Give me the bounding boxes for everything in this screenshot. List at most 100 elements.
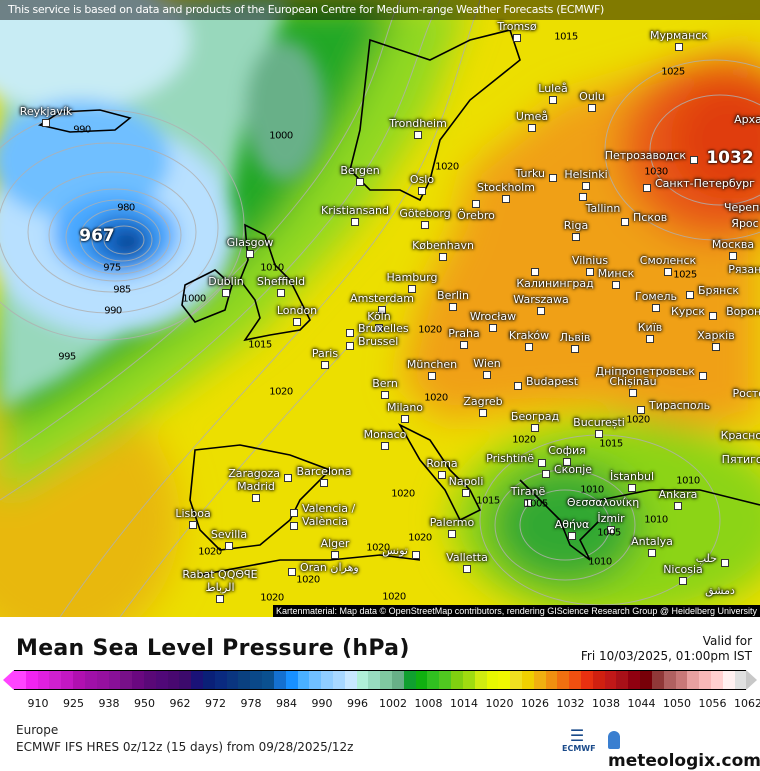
colorbar-swatch (663, 671, 676, 689)
pressure-map[interactable]: This service is based on data and produc… (0, 0, 760, 617)
city-marker (222, 289, 230, 297)
city-marker (472, 200, 480, 208)
city-marker (513, 34, 521, 42)
city-label: Zaragoza (228, 467, 280, 480)
colorbar-swatch (203, 671, 215, 689)
city-marker (414, 131, 422, 139)
city-label: Львів (559, 331, 591, 344)
meteologix-icon (608, 731, 620, 749)
city-marker (321, 361, 329, 369)
city-label: Turku (515, 167, 545, 180)
colorbar-tick-label: 990 (311, 697, 333, 710)
city-marker (284, 474, 292, 482)
colorbar-swatch (392, 671, 404, 689)
city-label: Київ (637, 321, 663, 334)
city-label: Гомель (634, 290, 678, 303)
colorbar-swatch (415, 671, 428, 689)
city-label: Bergen (340, 164, 380, 177)
colorbar-swatch (545, 671, 558, 689)
isobar-label: 1015 (554, 31, 578, 43)
colorbar-swatch (462, 671, 475, 689)
isobar-label: 1020 (366, 542, 390, 554)
city-label: Berlin (437, 289, 469, 302)
colorbar-swatch (380, 671, 392, 689)
city-marker (721, 559, 729, 567)
colorbar-tick-label: 1056 (698, 697, 727, 710)
colorbar-swatch (61, 671, 74, 689)
city-label: İzmir (597, 512, 625, 525)
colorbar-swatch (309, 671, 322, 689)
isobar-label: 1025 (661, 66, 685, 78)
valid-datetime: Fri 10/03/2025, 01:00pm IST (580, 649, 752, 663)
city-marker (460, 341, 468, 349)
colorbar-tick-label: 1014 (450, 697, 478, 710)
city-marker (246, 250, 254, 258)
isobar-label: 1020 (198, 546, 222, 558)
colorbar-swatch (699, 671, 711, 689)
city-label: Alger (320, 537, 350, 550)
city-label: Черепо (724, 201, 760, 214)
colorbar-swatch (628, 671, 641, 689)
city-marker (588, 104, 596, 112)
city-marker (652, 304, 660, 312)
colorbar-swatch (675, 671, 688, 689)
colorbar-swatch (616, 671, 629, 689)
colorbar-swatch (273, 671, 286, 689)
city-marker (690, 156, 698, 164)
isobar-label: 1010 (644, 514, 668, 526)
city-label: København (412, 239, 474, 252)
colorbar-swatch (498, 671, 511, 689)
city-label: Hamburg (386, 271, 438, 284)
colorbar-tick-label: 910 (27, 697, 49, 710)
ecmwf-logo-text: ECMWF (562, 744, 596, 753)
isobar-label: 1020 (512, 434, 536, 446)
colorbar-swatch (533, 671, 546, 689)
meteologix-logo[interactable]: meteologix.com (608, 731, 760, 771)
city-marker (531, 268, 539, 276)
city-marker (449, 303, 457, 311)
city-label: Брянск (698, 284, 740, 297)
city-marker (664, 268, 672, 276)
colorbar-tick-label: 1050 (663, 697, 691, 710)
city-label: Wien (473, 357, 501, 370)
city-label: Monaco (363, 428, 407, 441)
city-label: Madrid (237, 480, 275, 493)
colorbar-tick-label: 962 (169, 697, 191, 710)
city-label: Rabat QQΘꟼE (182, 568, 258, 581)
colorbar-swatch (25, 671, 38, 689)
colorbar-swatch (191, 671, 203, 689)
city-marker (351, 218, 359, 226)
ecmwf-logo[interactable]: ☰ ECMWF (562, 728, 596, 754)
colorbar-swatch (155, 671, 168, 689)
map-attribution[interactable]: Kartenmaterial: Map data © OpenStreetMap… (273, 605, 760, 617)
city-label: Dublin (208, 275, 244, 288)
colorbar-swatch (297, 671, 310, 689)
isobar-label: 1005 (524, 498, 548, 510)
colorbar-swatch (439, 671, 452, 689)
city-label: Tromsø (497, 20, 537, 33)
isobar-label: 1015 (248, 339, 272, 351)
city-label: Warszawa (513, 293, 569, 306)
city-marker (408, 285, 416, 293)
city-label: Мурманск (650, 29, 708, 42)
colorbar-swatch (73, 671, 85, 689)
city-label: Glasgow (226, 236, 274, 249)
city-label: Napoli (448, 475, 484, 488)
city-marker (331, 551, 339, 559)
city-marker (502, 195, 510, 203)
valid-label: Valid for (702, 634, 752, 648)
coastlines (37, 29, 760, 576)
pressure-field (0, 0, 760, 617)
city-label: Sheffield (256, 275, 306, 288)
city-marker (579, 193, 587, 201)
city-marker (537, 307, 545, 315)
city-label: İstanbul (609, 470, 655, 483)
colorbar-swatch (179, 671, 192, 689)
isobar-label: 995 (58, 351, 76, 363)
colorbar-min-arrow (3, 670, 14, 690)
city-label: Valletta (446, 551, 488, 564)
colorbar-swatch (604, 671, 617, 689)
isobar-label: 1020 (424, 392, 448, 404)
colorbar-swatch (96, 671, 109, 689)
colorbar-swatch (592, 671, 605, 689)
